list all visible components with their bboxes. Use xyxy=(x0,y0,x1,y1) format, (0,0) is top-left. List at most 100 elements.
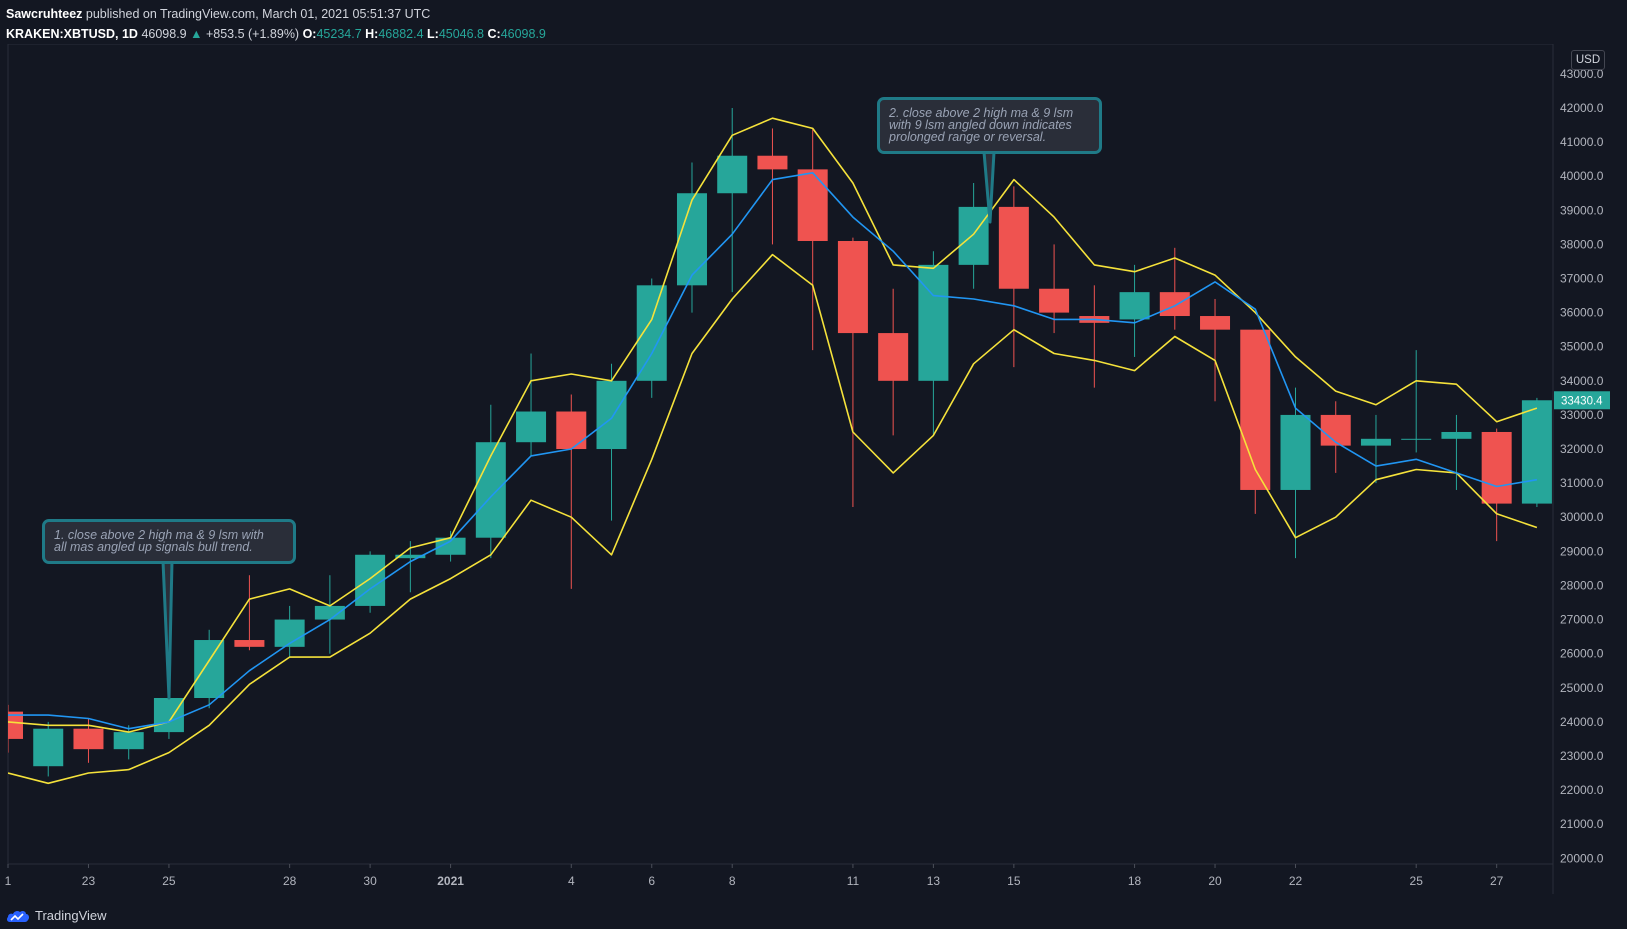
y-tick-label: 40000.0 xyxy=(1560,169,1604,183)
candle-bull xyxy=(314,605,345,620)
candle-bear xyxy=(1039,288,1070,313)
annotation-callout-2[interactable]: 2. close above 2 high ma & 9 lsm with 9 … xyxy=(877,97,1102,154)
x-tick-label: 15 xyxy=(1007,874,1021,888)
y-tick-label: 39000.0 xyxy=(1560,203,1604,217)
y-tick-label: 29000.0 xyxy=(1560,544,1604,558)
x-tick-label: 25 xyxy=(162,874,176,888)
current-price-marker xyxy=(1554,391,1610,410)
candle-bear xyxy=(1159,292,1190,317)
up-arrow-icon: ▲ xyxy=(190,27,203,41)
price-chart[interactable]: 20000.0 21000.0 22000.0 23000.0 24000.0 25000… xyxy=(0,44,1627,894)
close-value: 46098.9 xyxy=(500,27,546,41)
candle-bear xyxy=(8,711,23,739)
candle-bull xyxy=(475,442,506,538)
y-tick-label: 37000.0 xyxy=(1560,272,1604,286)
x-tick-label: 1 xyxy=(5,874,12,888)
y-tick-label: 24000.0 xyxy=(1560,715,1604,729)
low-label: L: xyxy=(427,27,439,41)
candle-bear xyxy=(1240,329,1271,490)
last-price: 46098.9 xyxy=(141,27,187,41)
y-tick-label: 26000.0 xyxy=(1560,647,1604,661)
y-tick-label: 38000.0 xyxy=(1560,237,1604,251)
x-tick-label: 2021 xyxy=(437,874,464,888)
annotation-callout-1[interactable]: 1. close above 2 high ma & 9 lsm with al… xyxy=(42,519,296,564)
candle-bull xyxy=(1441,431,1472,439)
x-tick-label: 20 xyxy=(1208,874,1222,888)
x-tick-label: 25 xyxy=(1410,874,1424,888)
x-tick-label: 8 xyxy=(729,874,736,888)
candle-bull xyxy=(1119,292,1150,320)
y-tick-label: 23000.0 xyxy=(1560,749,1604,763)
symbol-label[interactable]: KRAKEN:XBTUSD, 1D xyxy=(6,27,138,41)
candle-bear xyxy=(234,640,265,647)
y-tick-label: 31000.0 xyxy=(1560,476,1604,490)
author-name[interactable]: Sawcruhteez xyxy=(6,7,83,21)
x-tick-label: 23 xyxy=(82,874,96,888)
x-tick-label: 27 xyxy=(1490,874,1504,888)
x-tick-label: 18 xyxy=(1128,874,1142,888)
candle-bull xyxy=(676,193,707,286)
candle-bull xyxy=(395,554,426,559)
current-price-label: 33430.4 xyxy=(1561,395,1603,407)
y-tick-label: 42000.0 xyxy=(1560,101,1604,115)
high-value: 46882.4 xyxy=(378,27,424,41)
candle-bear xyxy=(797,169,828,241)
candle-bull xyxy=(435,537,466,555)
candle-bear xyxy=(998,206,1029,289)
candle-bull xyxy=(717,155,748,194)
x-tick-label: 22 xyxy=(1289,874,1303,888)
y-tick-label: 28000.0 xyxy=(1560,578,1604,592)
candle-bull xyxy=(355,554,386,606)
currency-badge[interactable]: USD xyxy=(1571,50,1605,70)
x-tick-label: 4 xyxy=(568,874,575,888)
candle-bear xyxy=(73,728,104,750)
publish-line: Sawcruhteez published on TradingView.com… xyxy=(6,4,546,24)
y-tick-label: 20000.0 xyxy=(1560,851,1604,865)
candle-bull xyxy=(1521,400,1552,504)
y-tick-label: 21000.0 xyxy=(1560,817,1604,831)
high-label: H: xyxy=(365,27,379,41)
y-tick-label: 43000.0 xyxy=(1560,67,1604,81)
candle-bear xyxy=(556,411,587,450)
open-label: O: xyxy=(302,27,317,41)
close-label: C: xyxy=(487,27,501,41)
candle-bear xyxy=(1481,431,1512,504)
candle-bull xyxy=(113,732,144,750)
low-value: 45046.8 xyxy=(438,27,485,41)
candle-bull xyxy=(1401,438,1432,440)
x-tick-label: 28 xyxy=(283,874,297,888)
y-tick-label: 34000.0 xyxy=(1560,374,1604,388)
y-tick-label: 27000.0 xyxy=(1560,613,1604,627)
footer-brand-label: TradingView xyxy=(35,908,107,923)
y-tick-label: 36000.0 xyxy=(1560,306,1604,320)
candle-bull xyxy=(274,619,305,647)
candle-bull xyxy=(153,698,184,733)
price-change: +853.5 (+1.89%) xyxy=(205,27,300,41)
x-tick-label: 30 xyxy=(363,874,377,888)
candle-bull xyxy=(596,380,627,450)
candle-bear xyxy=(1200,316,1231,330)
footer-brand[interactable]: TradingView xyxy=(6,908,107,923)
chart-header: Sawcruhteez published on TradingView.com… xyxy=(6,4,546,44)
candle-bear xyxy=(878,333,909,381)
ma-lower-line xyxy=(8,253,1538,785)
x-tick-label: 6 xyxy=(648,874,655,888)
candle-bull xyxy=(1280,414,1311,490)
y-tick-label: 41000.0 xyxy=(1560,135,1604,149)
candle-bull xyxy=(516,411,547,443)
y-tick-label: 33000.0 xyxy=(1560,408,1604,422)
y-tick-label: 35000.0 xyxy=(1560,340,1604,354)
candle-bear xyxy=(1320,414,1351,446)
callout-1-pointer xyxy=(161,559,174,700)
y-tick-label: 22000.0 xyxy=(1560,783,1604,797)
y-tick-label: 25000.0 xyxy=(1560,681,1604,695)
candle-bull xyxy=(1360,438,1391,446)
tradingview-cloud-icon xyxy=(6,910,30,922)
plot-area[interactable] xyxy=(0,107,1552,785)
candle-bear xyxy=(757,155,788,170)
x-tick-label: 13 xyxy=(927,874,941,888)
candle-bull xyxy=(918,264,949,381)
candle-bull xyxy=(194,640,225,698)
publish-info: published on TradingView.com, March 01, … xyxy=(82,7,431,21)
candle-bull xyxy=(33,728,64,767)
